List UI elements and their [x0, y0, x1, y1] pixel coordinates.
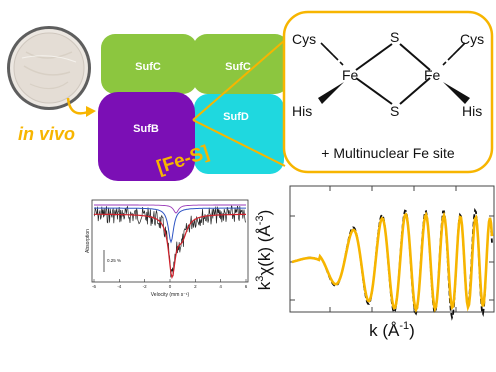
- sufc-right-label: SufC: [225, 61, 251, 73]
- sufc-left-label: SufC: [135, 61, 161, 73]
- mossbauer-x-tick-label: -2: [143, 284, 147, 289]
- ligand-cys-right: Cys: [460, 31, 484, 47]
- fe2s2-cluster-structure: [318, 42, 470, 105]
- mossbauer-spectrum: 0.25 % Absorption Velocity (mm s⁻¹) -6 -4…: [85, 199, 249, 298]
- mossbauer-fit-blue: [94, 207, 246, 244]
- sufc-block-left: [101, 34, 197, 94]
- multinuclear-caption: + Multinuclear Fe site: [321, 145, 455, 161]
- exafs-ticks: [290, 186, 494, 312]
- sufb-label: SufB: [133, 123, 159, 135]
- callout-line-bottom: [192, 119, 286, 167]
- mossbauer-y-label: Absorption: [85, 229, 91, 253]
- exafs-fit-trace: [291, 211, 494, 314]
- callout-line-top: [192, 39, 286, 121]
- sulfur-top-label: S: [390, 29, 399, 45]
- mossbauer-x-tick-label: -6: [92, 284, 96, 289]
- exafs-spectrum: k3χ(k) (Å-3) k (Å-1): [254, 185, 495, 340]
- ligand-his-right: His: [462, 103, 482, 119]
- mossbauer-fit-purple: [94, 204, 246, 214]
- ligand-cys-left: Cys: [292, 31, 316, 47]
- arrow-head-icon: [86, 106, 96, 117]
- mossbauer-x-label: Velocity (mm s⁻¹): [151, 292, 190, 298]
- mossbauer-x-tick-label: 0: [169, 284, 172, 289]
- exafs-y-label: k3χ(k) (Å-3): [254, 210, 274, 291]
- exafs-x-label: k (Å-1): [369, 320, 415, 340]
- mossbauer-fit-red: [94, 213, 246, 280]
- mossbauer-scale-label: 0.25 %: [107, 258, 121, 263]
- fe-right-label: Fe: [424, 67, 441, 83]
- fe-left-label: Fe: [342, 67, 359, 83]
- sufc-block-right: [193, 34, 289, 94]
- mossbauer-x-tick-label: 6: [245, 284, 248, 289]
- mossbauer-x-tick-label: 2: [194, 284, 197, 289]
- mossbauer-x-tick-label: 4: [219, 284, 222, 289]
- curved-arrow-icon: [66, 97, 89, 115]
- cluster-callout-box: [282, 10, 494, 174]
- sufb-block: [98, 92, 195, 181]
- mossbauer-x-ticks: -6 -4 -2 0 2 4 6: [92, 279, 248, 289]
- in-vivo-label: in vivo: [18, 124, 75, 144]
- petri-dish-icon: [7, 26, 91, 110]
- mossbauer-x-tick-label: -4: [117, 284, 121, 289]
- sufd-label: SufD: [223, 111, 249, 123]
- sulfur-bottom-label: S: [390, 103, 399, 119]
- ligand-his-left: His: [292, 103, 312, 119]
